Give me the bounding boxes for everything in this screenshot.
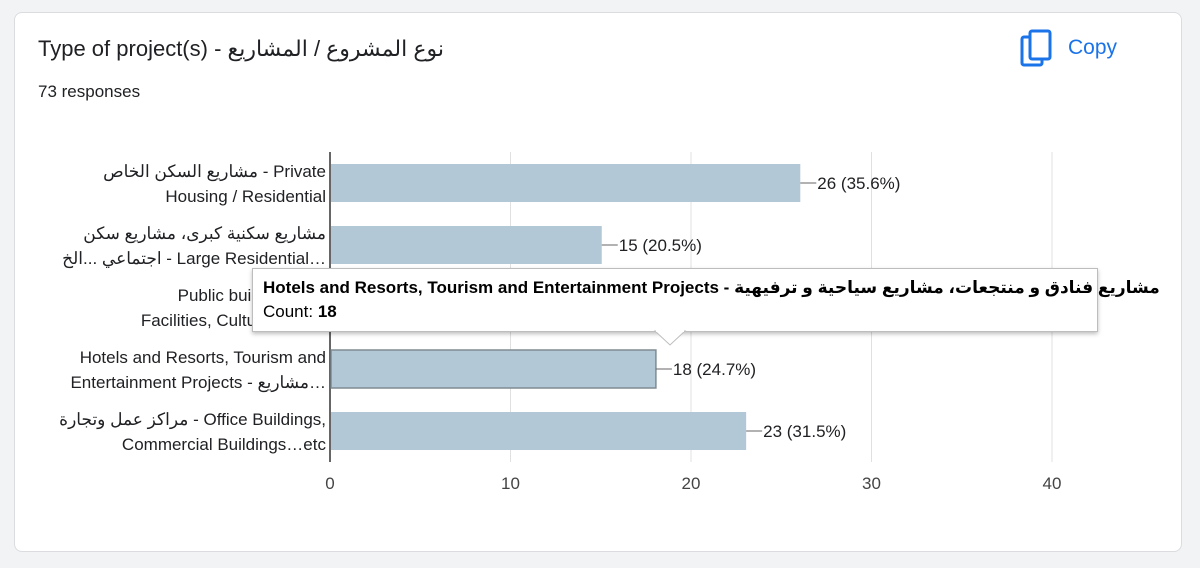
bar [331, 226, 602, 264]
bar [331, 164, 801, 202]
bar [331, 412, 747, 450]
x-tick-label: 40 [1043, 474, 1062, 493]
category-label: Housing / Residential [165, 187, 326, 206]
data-label: 15 (20.5%) [619, 236, 702, 255]
chart-title: Type of project(s) - نوع المشروع / المشا… [38, 36, 444, 61]
data-label: 26 (35.6%) [817, 174, 900, 193]
copy-button[interactable]: Copy [1020, 28, 1138, 68]
category-label: مراكز عمل وتجارة - Office Buildings, [59, 410, 326, 430]
copy-label: Copy [1068, 36, 1118, 59]
data-label: 23 (31.5%) [763, 422, 846, 441]
category-label: مشاريع سكنية كبرى، مشاريع سكن [83, 224, 326, 244]
tooltip-count-label: Count: [263, 302, 314, 321]
category-label: Entertainment Projects - مشاريع… [70, 373, 326, 393]
category-label: Commercial Buildings…etc [122, 435, 327, 454]
data-label: 18 (24.7%) [673, 360, 756, 379]
x-tick-label: 20 [682, 474, 701, 493]
category-label: اجتماعي ...الخ - Large Residential… [62, 249, 326, 269]
category-label: مشاريع السكن الخاص - Private [103, 162, 326, 182]
tooltip-count-value: 18 [317, 302, 337, 321]
copy-icon [1020, 29, 1052, 67]
tooltip: Hotels and Resorts, Tourism and Entertai… [252, 268, 1160, 332]
response-count: 73 responses [38, 82, 141, 101]
x-tick-label: 30 [862, 474, 881, 493]
tooltip-count-line: Count: 18 [263, 302, 1087, 322]
category-label: Hotels and Resorts, Tourism and [80, 348, 326, 367]
bar [330, 349, 657, 389]
x-tick-label: 0 [325, 474, 334, 493]
tooltip-title: Hotels and Resorts, Tourism and Entertai… [263, 278, 1160, 297]
x-tick-label: 10 [501, 474, 520, 493]
